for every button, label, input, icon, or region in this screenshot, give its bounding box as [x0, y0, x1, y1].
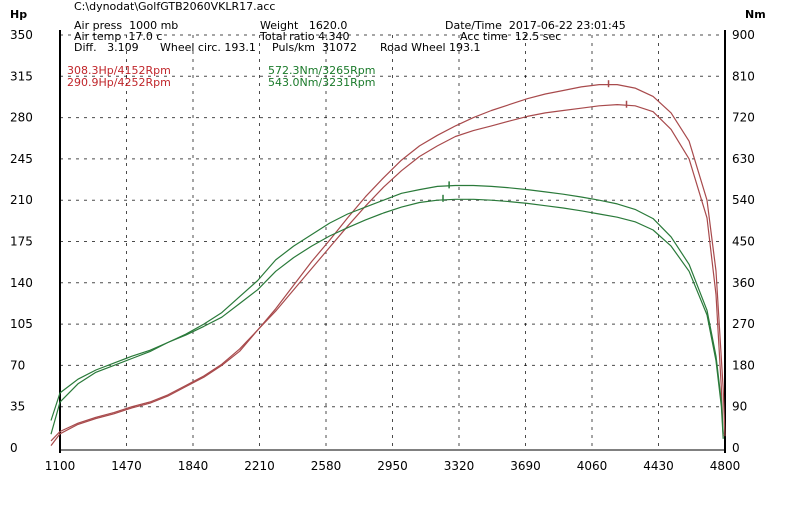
x-tick-label: 2210: [244, 459, 275, 473]
x-tick-label: 1470: [111, 459, 142, 473]
x-tick-label: 4060: [577, 459, 608, 473]
axes: [59, 30, 726, 453]
right-tick-label: 450: [732, 235, 755, 249]
power-peak-label-2: 290.9Hp/4252Rpm: [67, 76, 171, 89]
x-tick-label: 4430: [643, 459, 674, 473]
left-tick-label: 280: [10, 111, 33, 125]
x-tick-label: 1100: [45, 459, 76, 473]
torque-curve-1: [50, 184, 724, 435]
info-puls-km: Puls/km 31072: [272, 41, 357, 54]
left-tick-label: 350: [10, 28, 33, 42]
info-diff: Diff. 3.109: [74, 41, 139, 54]
power-curve-2: [50, 103, 724, 442]
x-tick-label: 2950: [377, 459, 408, 473]
left-tick-label: 105: [10, 317, 33, 331]
info-wheel-circ: Wheel circ. 193.1: [160, 41, 256, 54]
info-date-time: Date/Time 2017-06-22 23:01:45: [445, 19, 626, 32]
left-tick-label: 245: [10, 152, 33, 166]
left-tick-label: 0: [10, 441, 18, 455]
power-curve-1: [50, 83, 726, 446]
power-peak-label-1: 308.3Hp/4152Rpm: [67, 64, 171, 77]
right-tick-label: 90: [732, 400, 747, 414]
torque-curve-2: [50, 198, 724, 439]
right-tick-label: 900: [732, 28, 755, 42]
right-tick-label: 0: [732, 441, 740, 455]
x-tick-label: 1840: [178, 459, 209, 473]
right-tick-label: 360: [732, 276, 755, 290]
info-air-temp: Air temp 17.0 c: [74, 30, 163, 43]
right-tick-label: 810: [732, 69, 755, 83]
right-axis-unit: Nm: [745, 8, 766, 21]
info-total-ratio: Total ratio 4.340: [260, 30, 350, 43]
info-road-wheel: Road Wheel 193.1: [380, 41, 481, 54]
file-path: C:\dynodat\GolfGTB2060VKLR17.acc: [74, 0, 276, 13]
right-tick-label: 630: [732, 152, 755, 166]
series: [50, 80, 726, 446]
left-tick-label: 315: [10, 69, 33, 83]
x-tick-label: 2580: [311, 459, 342, 473]
x-tick-label: 3320: [444, 459, 475, 473]
x-tick-label: 3690: [510, 459, 541, 473]
torque-peak-label-2: 543.0Nm/3231Rpm: [268, 76, 376, 89]
x-tick-label: 4800: [710, 459, 741, 473]
right-tick-label: 720: [732, 111, 755, 125]
left-axis-unit: Hp: [10, 8, 28, 21]
info-weight: Weight 1620.0: [260, 19, 348, 32]
grid: [60, 34, 726, 448]
right-tick-label: 540: [732, 193, 755, 207]
info-acc-time: Acc time 12.5 sec: [460, 30, 562, 43]
tick-labels: 0 35 70 105 140 175 210 245 280 315 350 0 90 180 270 36…: [10, 28, 755, 473]
torque-peak-label-1: 572.3Nm/3265Rpm: [268, 64, 376, 77]
info-air-press: Air press 1000 mb: [74, 19, 179, 32]
left-tick-label: 210: [10, 193, 33, 207]
right-tick-label: 180: [732, 358, 755, 372]
left-tick-label: 35: [10, 400, 25, 414]
left-tick-label: 140: [10, 276, 33, 290]
right-tick-label: 270: [732, 317, 755, 331]
left-tick-label: 70: [10, 358, 25, 372]
left-tick-label: 175: [10, 235, 33, 249]
